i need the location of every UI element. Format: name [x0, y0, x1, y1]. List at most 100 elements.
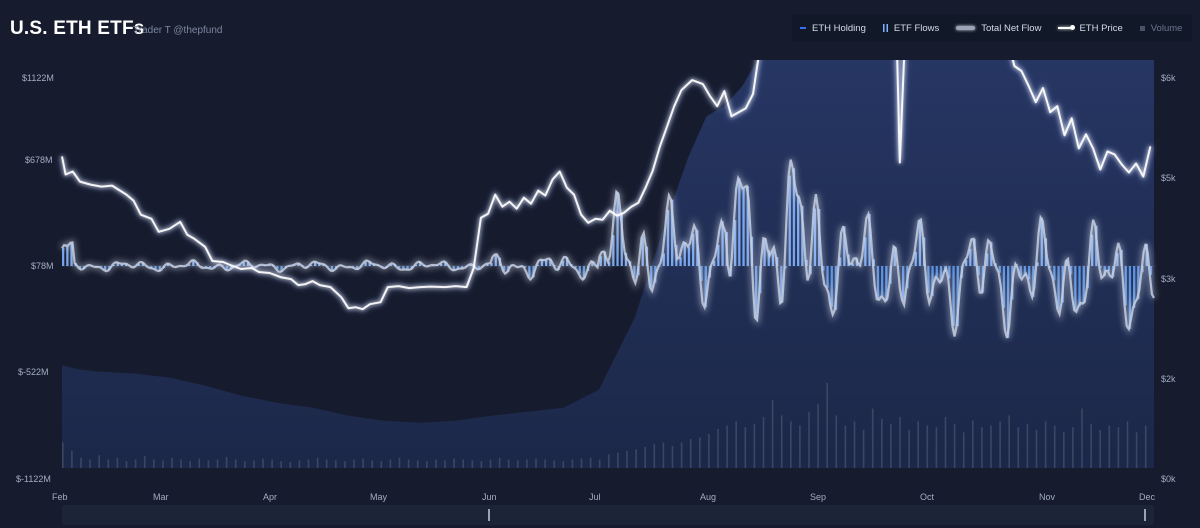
legend-label: Total Net Flow	[981, 22, 1042, 34]
flow-bar	[528, 266, 531, 277]
volume-bar	[935, 427, 938, 468]
volume-bar	[808, 411, 810, 468]
flow-bar	[885, 266, 888, 302]
flow-bar	[721, 221, 724, 266]
x-tick: Jul	[589, 492, 601, 502]
flow-bar	[62, 248, 65, 266]
volume-bar	[153, 459, 155, 468]
volume-bar	[653, 444, 656, 468]
volume-bar	[453, 458, 455, 468]
flow-bar	[902, 266, 905, 300]
volume-bar	[1144, 425, 1147, 468]
flow-bar	[1082, 266, 1085, 304]
total-net-flow-line	[59, 159, 1157, 339]
legend-eth-holding[interactable]: ETH Holding	[800, 23, 866, 34]
volume-bar	[571, 459, 574, 468]
line-swatch-icon	[800, 27, 806, 29]
volume-bar	[680, 442, 683, 468]
eth-price-line	[59, 60, 1153, 312]
legend-label: ETH Holding	[812, 22, 866, 34]
flow-bar	[1107, 266, 1111, 271]
volume-bar	[699, 437, 701, 468]
volume-bar	[353, 459, 355, 468]
volume-bar	[380, 461, 383, 468]
volume-bar	[198, 458, 201, 468]
volume-bar	[617, 452, 619, 468]
volume-bar	[407, 459, 410, 468]
chart-title: U.S. ETH ETFs	[10, 18, 145, 39]
volume-bar	[189, 461, 191, 468]
legend-volume[interactable]: Volume	[1139, 22, 1183, 34]
volume-bar	[325, 459, 328, 468]
flow-bar	[641, 237, 644, 266]
flow-bar	[742, 188, 745, 266]
volume-bars	[62, 383, 1147, 469]
volume-bar	[1117, 427, 1120, 468]
x-tick: May	[370, 492, 388, 502]
volume-bar	[753, 423, 756, 468]
volume-bar	[871, 408, 874, 468]
volume-bar	[644, 446, 646, 469]
volume-bar	[62, 442, 64, 468]
flow-bar	[864, 237, 867, 266]
chart-author: Trader T @thepfund	[133, 25, 223, 36]
volume-bar	[689, 439, 692, 468]
flow-bar	[914, 251, 917, 266]
volume-bar	[1072, 427, 1074, 468]
volume-bar	[671, 445, 674, 468]
y-left-tick: $1122M	[22, 73, 54, 83]
range-right-handle[interactable]	[1144, 509, 1146, 521]
volume-bar	[134, 459, 137, 468]
volume-bar	[253, 460, 255, 468]
volume-bar	[125, 461, 128, 468]
flow-bar	[717, 245, 720, 266]
volume-bar	[708, 434, 710, 468]
volume-bar	[89, 459, 91, 468]
volume-bar	[507, 459, 510, 468]
volume-bar	[444, 460, 446, 468]
flow-bar	[192, 260, 195, 266]
chart-header: U.S. ETH ETFs Trader T @thepfund ETH Hol…	[0, 0, 1200, 60]
volume-bar	[271, 459, 273, 468]
volume-bar	[853, 421, 856, 469]
volume-bar	[771, 400, 774, 468]
volume-bar	[726, 425, 728, 468]
glow-line-swatch-icon	[956, 26, 976, 30]
range-scrollbar[interactable]	[62, 505, 1154, 525]
volume-bar	[316, 457, 319, 468]
volume-bar	[917, 421, 919, 469]
volume-bar	[162, 460, 164, 468]
legend-label: Volume	[1150, 22, 1183, 34]
volume-bar	[426, 461, 428, 468]
volume-bar	[544, 459, 546, 468]
volume-bar	[1063, 432, 1065, 468]
volume-bar	[389, 459, 392, 468]
volume-bar	[216, 459, 219, 468]
volume-bar	[1053, 425, 1056, 468]
legend-eth-price[interactable]: ETH Price	[1058, 23, 1123, 34]
volume-bar	[780, 415, 783, 468]
x-tick: Jun	[482, 492, 497, 502]
volume-bar	[517, 460, 519, 468]
range-left-handle[interactable]	[488, 509, 490, 521]
net-flow-line	[61, 159, 1155, 339]
volume-bar	[207, 460, 210, 468]
volume-bar	[817, 404, 819, 469]
flow-bar	[1057, 266, 1060, 310]
flow-bar	[666, 209, 670, 266]
legend-total-net-flow[interactable]: Total Net Flow	[956, 23, 1041, 34]
flow-bar	[494, 254, 497, 266]
volume-bar	[881, 418, 883, 468]
volume-bar	[1081, 408, 1083, 468]
volume-bar	[335, 460, 337, 468]
volume-bar	[398, 457, 401, 468]
volume-bar	[371, 460, 373, 468]
volume-bar	[471, 460, 474, 468]
y-right-tick: $3k	[1161, 274, 1176, 284]
legend-etf-flows[interactable]: ETF Flows	[882, 23, 939, 34]
flow-bar	[616, 191, 619, 266]
volume-bar	[589, 457, 592, 468]
flow-bar	[1023, 266, 1027, 276]
volume-bar	[98, 455, 100, 469]
flow-bar	[952, 266, 955, 326]
